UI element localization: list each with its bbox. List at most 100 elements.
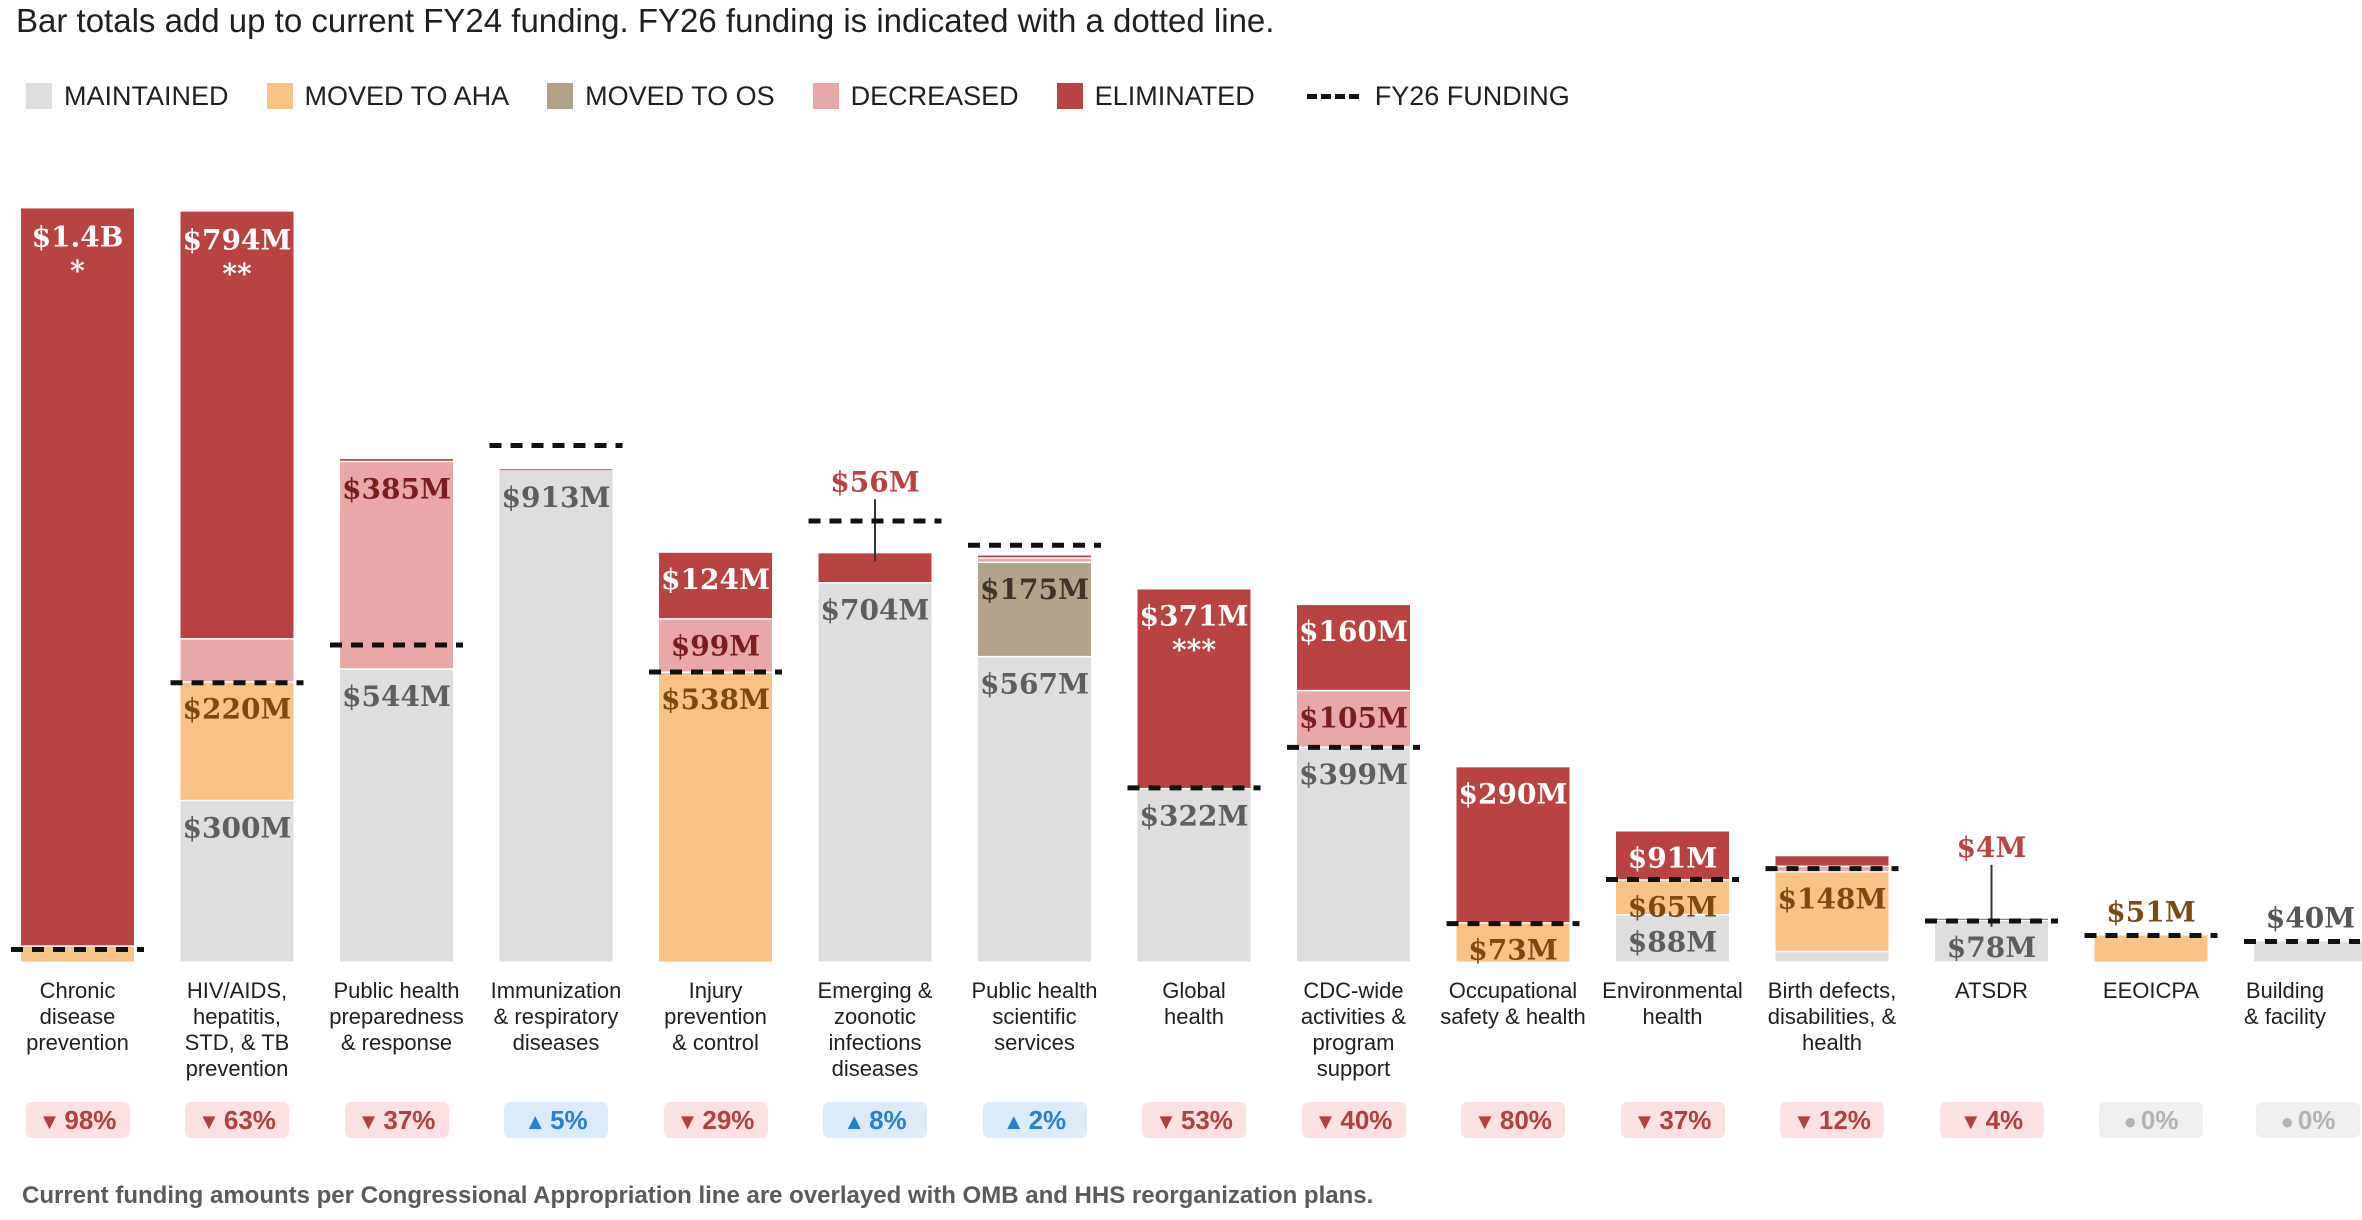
- chart-subtitle: Bar totals add up to current FY24 fundin…: [16, 2, 1275, 39]
- dot-icon: ●: [2280, 1109, 2294, 1134]
- category-label-line: Immunization: [490, 978, 622, 1003]
- bar-segment-eliminated: [1456, 767, 1570, 923]
- triangle-up-icon: ▲: [1002, 1109, 1025, 1134]
- value-note: *: [70, 254, 85, 287]
- category-label-birth-defects-disabilities-health: Birth defects, disabilities, & health: [1757, 978, 1907, 1056]
- bar-segment-maintained: [818, 583, 932, 962]
- bar-group-global-health: $322M $371M***: [1127, 589, 1261, 962]
- category-label-line: disabilities, &: [1767, 1004, 1897, 1029]
- triangle-down-icon: ▼: [1155, 1109, 1177, 1134]
- legend-swatch-moved-to-os: [547, 83, 574, 109]
- category-label-eeoicpa: EEOICPA: [2076, 978, 2226, 1004]
- value-label: $124M: [661, 563, 770, 596]
- change-badge-chronic-disease-prevention: ▼ 98%: [25, 1102, 130, 1138]
- footnote: Current funding amounts per Congressiona…: [22, 1182, 1374, 1209]
- value-label: $290M: [1459, 777, 1568, 810]
- triangle-up-icon: ▲: [524, 1109, 547, 1134]
- legend-item-moved-to-aha: MOVED TO AHA: [266, 80, 510, 112]
- legend-label-moved-to-os: MOVED TO OS: [585, 80, 775, 111]
- category-label-atsdr: ATSDR: [1917, 978, 2067, 1004]
- triangle-down-icon: ▼: [1959, 1109, 1982, 1134]
- change-percent: 8%: [869, 1105, 907, 1135]
- bar-segment-maintained: [2254, 941, 2362, 962]
- value-label: $913M: [502, 481, 611, 514]
- stacked-bar-chart: $1.4B* $300M $220M $794M** $544M $385M $913M $5…: [11, 208, 2362, 967]
- change-badge-occupational-safety-health: ▼ 80%: [1461, 1102, 1565, 1138]
- legend-item-fy26-funding: FY26 FUNDING: [1306, 81, 1570, 112]
- bar-segment-decreased: [659, 619, 772, 672]
- category-label-environmental-health: Environmental health: [1598, 978, 1748, 1030]
- bar-segment-maintained: [1616, 915, 1729, 962]
- bar-segment-eliminated: [499, 469, 613, 471]
- triangle-down-icon: ▼: [1793, 1109, 1815, 1134]
- category-label-line: support: [1316, 1056, 1391, 1081]
- category-label-line: health: [1642, 1004, 1703, 1029]
- category-label-line: Birth defects,: [1767, 978, 1897, 1003]
- bar-segment-moved-to-aha: [2094, 935, 2208, 962]
- category-label-public-health-preparedness-response: Public health preparedness & response: [322, 978, 472, 1056]
- legend-swatch-eliminated: [1056, 83, 1083, 109]
- triangle-down-icon: ▼: [1474, 1109, 1496, 1134]
- bar-segment-maintained: [978, 657, 1091, 962]
- value-label: $4M: [1957, 831, 2027, 864]
- legend-label-maintained: MAINTAINED: [64, 80, 229, 111]
- legend-item-eliminated: ELIMINATED: [1056, 81, 1255, 112]
- legend-swatch-maintained: [26, 83, 52, 109]
- category-label-global-health: Global health: [1119, 978, 1269, 1030]
- category-label-line: Emerging &: [817, 978, 933, 1003]
- category-label-line: Occupational: [1448, 978, 1578, 1003]
- value-note: ***: [1172, 633, 1216, 666]
- bar-group-eeoicpa: $51M: [2084, 896, 2218, 962]
- change-badge-hiv-aids-hepatitis-std-tb-prevention: ▼ 63%: [185, 1102, 289, 1138]
- category-label-building-facility: Building & facility: [2210, 978, 2360, 1030]
- value-label: $544M: [342, 680, 451, 713]
- bar-group-atsdr: $78M $4M: [1925, 831, 2058, 964]
- legend-swatch-fy26-funding: [1306, 93, 1359, 99]
- bar-segment-eliminated: [1137, 589, 1251, 788]
- change-badge-environmental-health: ▼ 37%: [1620, 1102, 1725, 1138]
- bar-group-public-health-scientific-services: $567M $175M: [968, 542, 1101, 962]
- change-badge-global-health: ▼ 53%: [1142, 1102, 1246, 1138]
- value-label: $794M: [183, 224, 292, 257]
- value-label: $105M: [1299, 701, 1408, 734]
- category-label-line: zoonotic: [834, 1004, 916, 1029]
- bar-group-building-facility: $40M: [2244, 901, 2362, 962]
- category-label-line: Injury: [688, 978, 743, 1003]
- change-badge-public-health-scientific-services: ▲ 2%: [982, 1102, 1087, 1138]
- value-label: $99M: [671, 630, 760, 663]
- category-label-line: Building: [2245, 978, 2325, 1003]
- legend-label-moved-to-aha: MOVED TO AHA: [304, 80, 510, 111]
- value-label: $220M: [183, 693, 292, 726]
- value-label: $704M: [821, 594, 930, 627]
- value-label: $91M: [1628, 841, 1717, 874]
- value-label: $567M: [980, 667, 1089, 700]
- change-badge-building-facility: ● 0%: [2256, 1102, 2360, 1138]
- bar-segment-eliminated: [21, 208, 134, 946]
- value-label: $88M: [1628, 926, 1717, 959]
- legend-item-moved-to-os: MOVED TO OS: [547, 81, 775, 112]
- change-badge-injury-prevention-control: ▼ 29%: [663, 1102, 768, 1138]
- category-label-line: Environmental: [1602, 978, 1743, 1003]
- category-label-line: & control: [672, 1030, 759, 1055]
- change-percent: 53%: [1180, 1105, 1233, 1135]
- category-label-chronic-disease-prevention: Chronic disease prevention: [3, 978, 153, 1056]
- change-percent: 37%: [1659, 1105, 1712, 1135]
- change-percent: 63%: [223, 1105, 276, 1135]
- category-label-line: prevention: [185, 1056, 289, 1081]
- value-label: $160M: [1299, 615, 1408, 648]
- change-badge-immunization-respiratory-diseases: ▲ 5%: [504, 1102, 608, 1138]
- bar-group-injury-prevention-control: $538M $99M $124M: [649, 552, 782, 962]
- category-label-line: prevention: [26, 1030, 129, 1055]
- change-percent: 0%: [2297, 1105, 2336, 1135]
- legend: MAINTAINED MOVED TO AHA MOVED TO OS DECR…: [26, 78, 1608, 114]
- legend-item-decreased: DECREASED: [812, 81, 1019, 112]
- bar-segment-eliminated: [978, 555, 1091, 558]
- change-badge-eeoicpa: ● 0%: [2099, 1102, 2203, 1138]
- change-percent: 40%: [1340, 1105, 1393, 1135]
- category-label-emerging-zoonotic-infections-diseases: Emerging & zoonotic infections diseases: [800, 978, 950, 1082]
- bar-segment-decreased: [340, 462, 453, 669]
- value-label: $300M: [183, 811, 292, 844]
- category-label-line: EEOICPA: [2102, 978, 2200, 1003]
- category-label-line: & facility: [2244, 1004, 2326, 1029]
- bar-segment-eliminated: [659, 552, 772, 619]
